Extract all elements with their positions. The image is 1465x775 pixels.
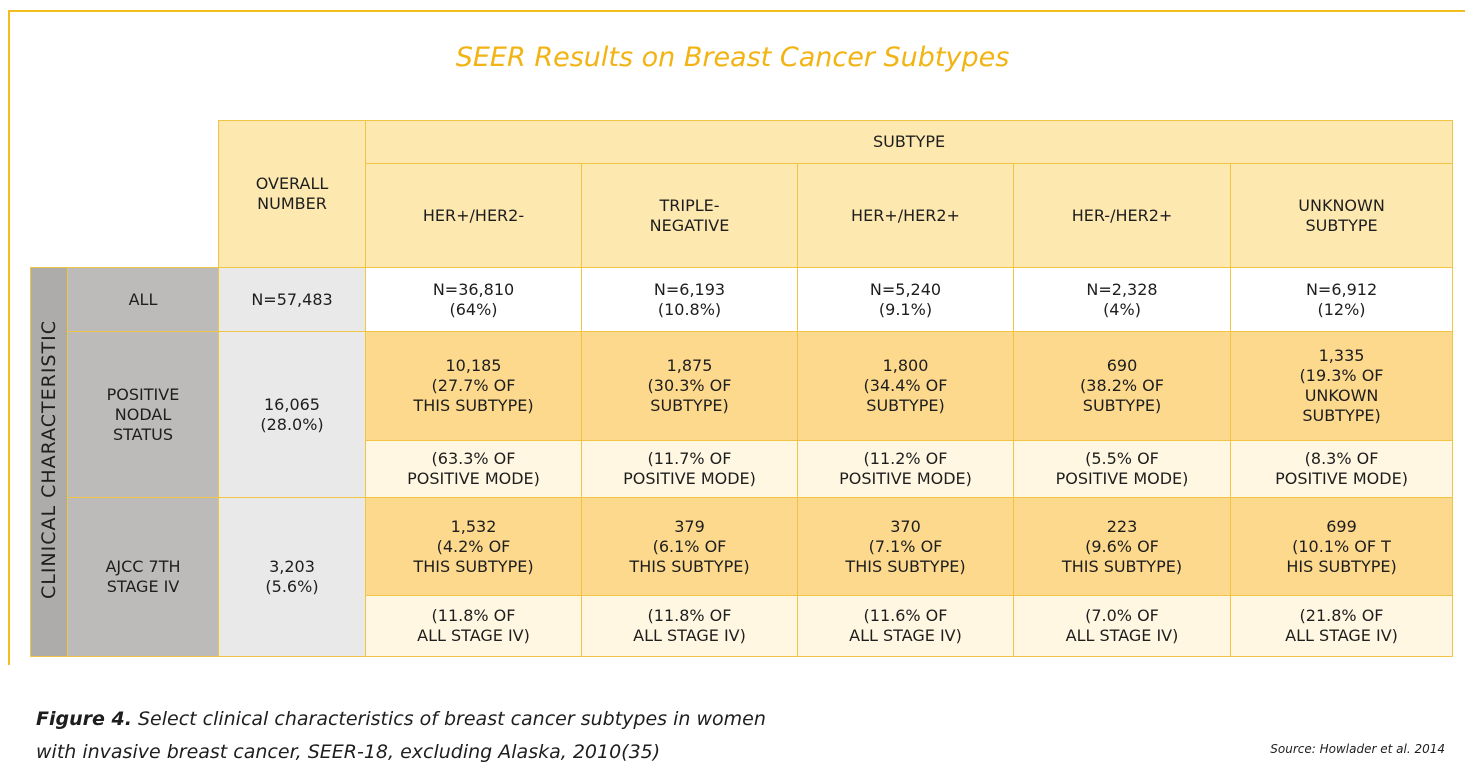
cell: 223 (9.6% OF THIS SUBTYPE) bbox=[1013, 497, 1231, 596]
data-row: POSITIVE NODAL STATUS 16,065 (28.0%) 10,18… bbox=[31, 331, 1454, 498]
data-row: (63.3% OF POSITIVE MODE) (11.7% OF POSITI… bbox=[31, 440, 1454, 498]
cell: (11.6% OF ALL STAGE IV) bbox=[797, 595, 1014, 657]
row-label: AJCC 7TH STAGE IV bbox=[67, 497, 219, 657]
cell: (11.2% OF POSITIVE MODE) bbox=[797, 440, 1014, 498]
cell: (21.8% OF ALL STAGE IV) bbox=[1229, 595, 1454, 657]
side-label: CLINICAL CHARACTERISTIC bbox=[38, 319, 60, 600]
subtype-name: HER+/HER2- bbox=[365, 163, 582, 268]
cell: 10,185 (27.7% OF THIS SUBTYPE) bbox=[365, 331, 582, 441]
data-row: (11.8% OF ALL STAGE IV) (11.8% OF ALL STA… bbox=[31, 595, 1454, 657]
header-row: HER+/HER2- TRIPLE- NEGATIVE HER+/HER2+ HER-… bbox=[31, 163, 1454, 268]
cell: (5.5% OF POSITIVE MODE) bbox=[1013, 440, 1231, 498]
cell: 690 (38.2% OF SUBTYPE) bbox=[1013, 331, 1231, 441]
cell: (63.3% OF POSITIVE MODE) bbox=[365, 440, 582, 498]
cell: N=36,810 (64%) bbox=[365, 267, 582, 332]
cell: 379 (6.1% OF THIS SUBTYPE) bbox=[581, 497, 798, 596]
cell: (11.7% OF POSITIVE MODE) bbox=[581, 440, 798, 498]
overall-header: OVERALL NUMBER bbox=[218, 120, 366, 268]
cell: 1,335 (19.3% OF UNKOWN SUBTYPE) bbox=[1229, 331, 1454, 441]
overall-value: 16,065 (28.0%) bbox=[218, 331, 366, 498]
corner bbox=[30, 120, 219, 268]
header-row: OVERALL NUMBER SUBTYPE bbox=[30, 120, 1454, 268]
cell: 370 (7.1% OF THIS SUBTYPE) bbox=[797, 497, 1014, 596]
cell: 1,875 (30.3% OF SUBTYPE) bbox=[581, 331, 798, 441]
cell: 699 (10.1% OF T HIS SUBTYPE) bbox=[1229, 497, 1454, 596]
subtype-name: TRIPLE- NEGATIVE bbox=[581, 163, 798, 268]
caption-label: Figure 4. bbox=[36, 708, 132, 730]
cell: 1,800 (34.4% OF SUBTYPE) bbox=[797, 331, 1014, 441]
cell: (7.0% OF ALL STAGE IV) bbox=[1013, 595, 1231, 657]
cell: N=5,240 (9.1%) bbox=[797, 267, 1014, 332]
cell: N=6,912 (12%) bbox=[1229, 267, 1454, 332]
frame bbox=[8, 10, 1465, 665]
data-row: AJCC 7TH STAGE IV 3,203 (5.6%) 1,532 (4.2%… bbox=[31, 497, 1454, 657]
subtype-name: HER-/HER2+ bbox=[1013, 163, 1231, 268]
overall-value: N=57,483 bbox=[218, 267, 366, 332]
cell: (11.8% OF ALL STAGE IV) bbox=[581, 595, 798, 657]
overall-value: 3,203 (5.6%) bbox=[218, 497, 366, 657]
cell: 1,532 (4.2% OF THIS SUBTYPE) bbox=[365, 497, 582, 596]
subtype-header: SUBTYPE bbox=[364, 120, 1454, 164]
title: SEER Results on Breast Cancer Subtypes bbox=[455, 42, 1010, 73]
subtype-name: UNKNOWN SUBTYPE bbox=[1229, 163, 1454, 268]
cell: N=2,328 (4%) bbox=[1013, 267, 1231, 332]
cell: N=6,193 (10.8%) bbox=[581, 267, 798, 332]
table: OVERALL NUMBER SUBTYPE HER+/HER2- TRIPLE- N… bbox=[30, 120, 1454, 657]
cell: (8.3% OF POSITIVE MODE) bbox=[1229, 440, 1454, 498]
subtype-name: HER+/HER2+ bbox=[797, 163, 1014, 268]
row-label: ALL bbox=[67, 267, 219, 332]
row-label: POSITIVE NODAL STATUS bbox=[67, 331, 219, 498]
source: Source: Howlader et al. 2014 bbox=[1270, 742, 1445, 756]
caption: Figure 4. Select clinical characteristic… bbox=[36, 703, 766, 769]
caption-text: Select clinical characteristics of breas… bbox=[36, 708, 766, 763]
data-row: CLINICAL CHARACTERISTIC ALL N=57,483 N=36,8… bbox=[30, 267, 1454, 657]
cell: (11.8% OF ALL STAGE IV) bbox=[365, 595, 582, 657]
side-label-cell: CLINICAL CHARACTERISTIC bbox=[30, 267, 68, 657]
